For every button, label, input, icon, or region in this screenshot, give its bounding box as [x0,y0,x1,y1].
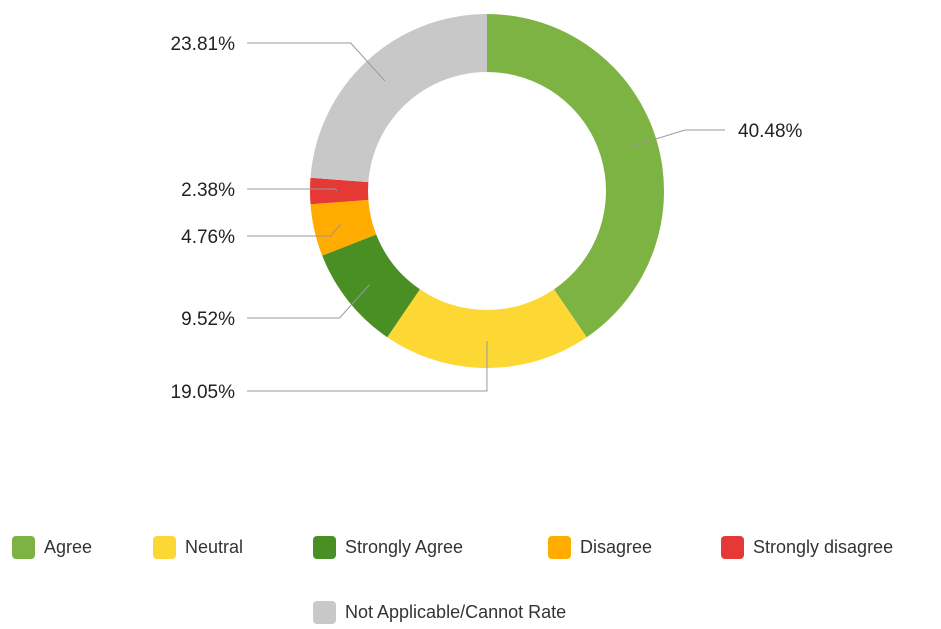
donut-segment [310,199,377,256]
leader-line [247,42,386,82]
legend-swatch [313,536,336,559]
legend-swatch [12,536,35,559]
legend-swatch [153,536,176,559]
legend-label: Not Applicable/Cannot Rate [345,602,566,622]
leader-line [247,284,371,319]
leader-line [630,129,725,148]
leader-line [247,188,338,192]
data-label: 9.52% [181,309,235,330]
legend-label: Disagree [580,537,652,557]
data-label: 19.05% [171,382,236,403]
legend-label: Strongly disagree [753,537,893,557]
legend-label: Neutral [185,537,243,557]
data-label: 23.81% [171,34,236,55]
data-label: 40.48% [738,121,803,142]
data-label: 4.76% [181,227,235,248]
leader-line [247,224,342,237]
legend-swatch [721,536,744,559]
data-label: 2.38% [181,180,235,201]
legend-swatch [548,536,571,559]
donut-segment [487,14,664,338]
leader-line [247,341,488,392]
donut-segment [310,14,487,183]
legend-label: Agree [44,537,92,557]
donut-segment [387,289,587,369]
legend-label: Strongly Agree [345,537,463,557]
donut-segment [310,177,369,205]
legend-swatch [313,601,336,624]
donut-segment [322,234,420,338]
